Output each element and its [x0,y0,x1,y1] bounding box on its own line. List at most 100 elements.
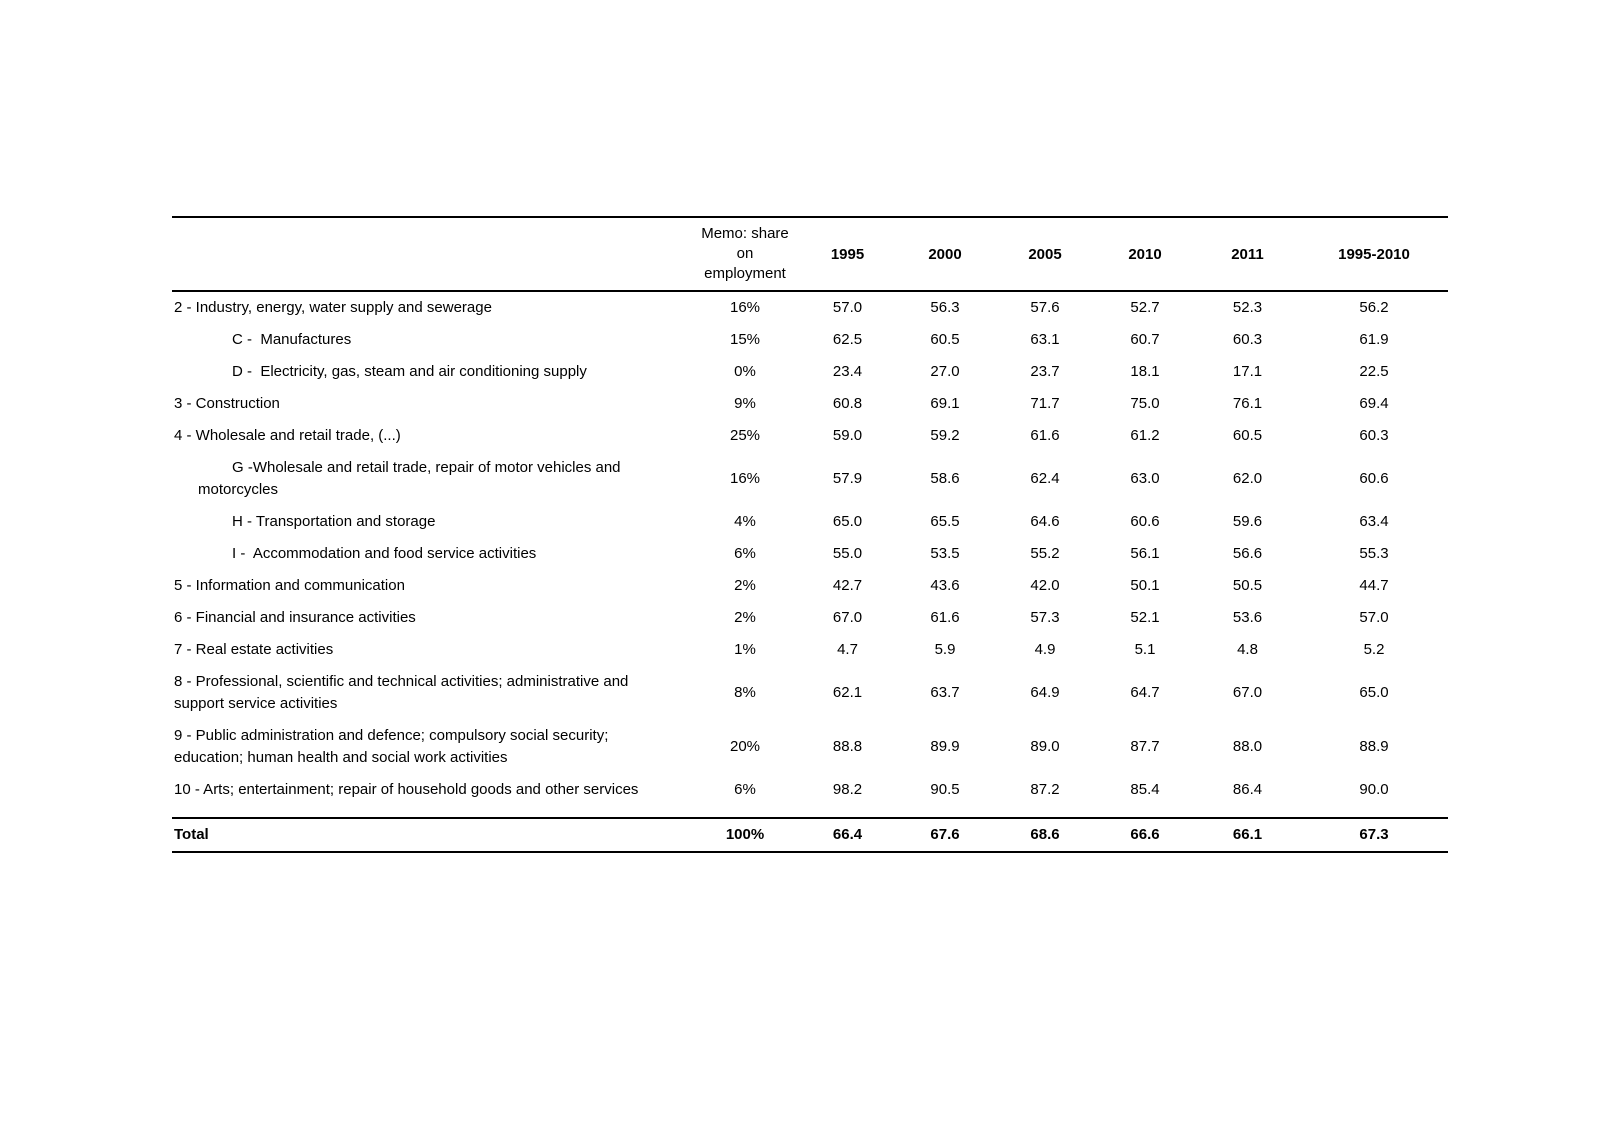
memo-share-value: 2% [734,609,756,626]
table-row: 7 - Real estate activities 1% 4.7 5.9 4.… [172,634,1448,666]
year-value: 63.4 [1359,513,1389,530]
row-label: 2 - Industry, energy, water supply and s… [174,299,492,316]
year-value: 57.6 [1030,299,1060,316]
year-value: 63.7 [930,684,960,701]
year-value: 56.3 [930,299,960,316]
memo-share-value: 15% [729,331,761,348]
total-year-value: 67.6 [895,817,995,853]
memo-share-value: 2% [734,577,756,594]
year-value: 64.7 [1130,684,1160,701]
table-row: 10 - Arts; entertainment; repair of hous… [172,774,1448,818]
memo-share-value: 16% [729,470,761,487]
year-value: 59.2 [930,427,960,444]
year-value: 98.2 [832,781,863,798]
memo-share-value: 4% [734,513,756,530]
column-header-2010: 2010 [1095,216,1195,292]
year-value: 27.0 [930,363,960,380]
year-value: 60.6 [1359,470,1389,487]
year-value: 65.5 [930,513,960,530]
year-value: 75.0 [1130,395,1160,412]
memo-share-value: 1% [734,641,756,658]
year-value: 64.6 [1030,513,1060,530]
year-value: 62.4 [1030,470,1060,487]
year-value: 60.5 [1232,427,1263,444]
total-year-value: 66.4 [800,817,895,853]
year-value: 18.1 [1130,363,1160,380]
year-value: 67.0 [1232,684,1263,701]
memo-share-value: 25% [729,427,761,444]
table-row: 4 - Wholesale and retail trade, (...) 25… [172,420,1448,452]
table-row: D - Electricity, gas, steam and air cond… [172,356,1448,388]
row-label: D - Electricity, gas, steam and air cond… [232,363,587,380]
year-value: 90.5 [930,781,960,798]
row-label: C - Manufactures [232,331,352,348]
row-label: 9 - Public administration and defence; c… [174,727,613,766]
year-value: 63.0 [1130,470,1160,487]
table-row: 3 - Construction 9% 60.8 69.1 71.7 75.0 … [172,388,1448,420]
table-row: 9 - Public administration and defence; c… [172,720,1448,774]
year-value: 60.5 [930,331,960,348]
year-value: 88.9 [1359,738,1389,755]
year-value: 4.7 [837,641,858,658]
year-value: 87.7 [1130,738,1160,755]
year-value: 52.3 [1232,299,1263,316]
year-value: 65.0 [832,513,863,530]
row-label: 8 - Professional, scientific and technic… [174,673,633,712]
year-value: 71.7 [1030,395,1060,412]
year-value: 59.0 [832,427,863,444]
year-value: 60.3 [1359,427,1389,444]
year-value: 44.7 [1359,577,1389,594]
year-value: 56.2 [1359,299,1389,316]
year-value: 23.4 [832,363,863,380]
year-value: 5.2 [1363,641,1385,658]
memo-share-value: 0% [734,363,756,380]
year-value: 22.5 [1359,363,1389,380]
year-value: 56.1 [1130,545,1160,562]
year-value: 61.6 [930,609,960,626]
year-value: 88.8 [832,738,863,755]
memo-share-value: 9% [734,395,756,412]
table-header: Memo: share on employment 1995 2000 2005… [172,216,1448,292]
year-value: 55.0 [832,545,863,562]
year-value: 50.1 [1130,577,1160,594]
column-header-1995: 1995 [800,216,895,292]
column-header-2000: 2000 [895,216,995,292]
table-row: G -Wholesale and retail trade, repair of… [172,452,1448,506]
total-row-label: Total [172,817,690,853]
table-row: 8 - Professional, scientific and technic… [172,666,1448,720]
total-year-value: 68.6 [995,817,1095,853]
year-value: 53.6 [1232,609,1263,626]
year-value: 60.6 [1130,513,1160,530]
year-value: 53.5 [930,545,960,562]
table-row: 2 - Industry, energy, water supply and s… [172,291,1448,324]
total-year-value: 66.6 [1095,817,1195,853]
header-row: Memo: share on employment 1995 2000 2005… [172,216,1448,292]
row-label: G -Wholesale and retail trade, repair of… [198,459,625,498]
year-value: 65.0 [1359,684,1389,701]
year-value: 62.0 [1232,470,1263,487]
year-value: 88.0 [1232,738,1263,755]
year-value: 86.4 [1232,781,1263,798]
row-label: 10 - Arts; entertainment; repair of hous… [174,781,639,798]
year-value: 5.9 [934,641,956,658]
year-value: 4.8 [1237,641,1258,658]
table-row: 6 - Financial and insurance activities 2… [172,602,1448,634]
year-value: 62.1 [832,684,863,701]
year-value: 43.6 [930,577,960,594]
year-value: 76.1 [1232,395,1263,412]
year-value: 60.8 [832,395,863,412]
year-value: 59.6 [1232,513,1263,530]
row-label: I - Accommodation and food service activ… [232,545,537,562]
year-value: 61.9 [1359,331,1389,348]
year-value: 89.0 [1030,738,1060,755]
year-value: 17.1 [1232,363,1263,380]
year-value: 61.6 [1030,427,1060,444]
column-header-1995-2010: 1995-2010 [1300,216,1448,292]
memo-share-header-label: Memo: share on employment [701,225,789,282]
year-value: 42.0 [1030,577,1060,594]
year-value: 55.3 [1359,545,1389,562]
total-year-value: 67.3 [1300,817,1448,853]
memo-share-value: 6% [734,781,756,798]
year-value: 69.1 [930,395,960,412]
